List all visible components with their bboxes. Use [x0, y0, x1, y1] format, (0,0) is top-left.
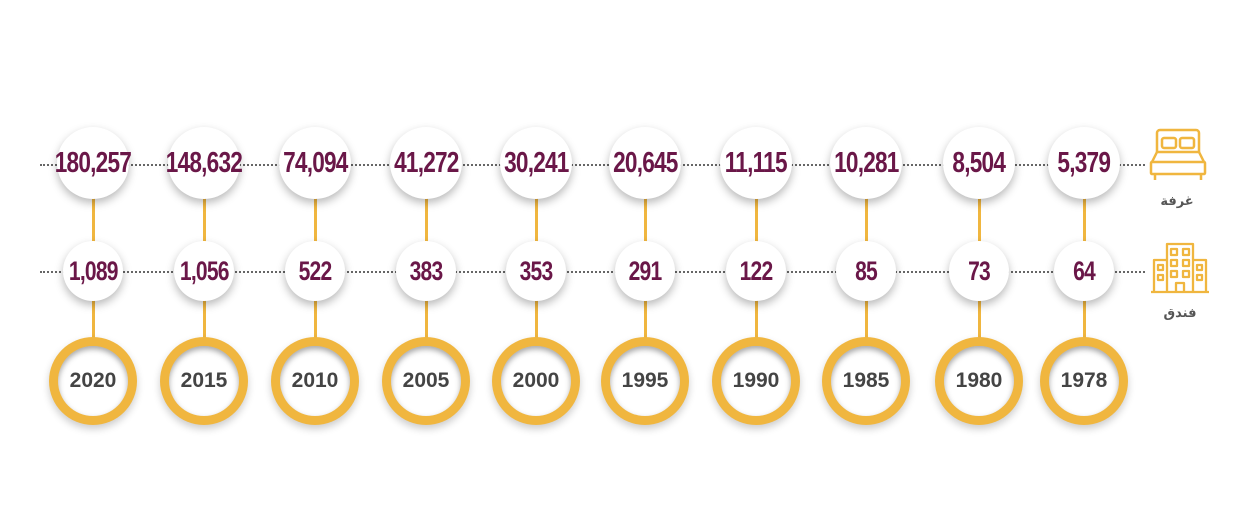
- room-count-bubble: 180,257: [54, 127, 132, 199]
- connector-hotel-year: [91, 297, 95, 347]
- year-ring: 1978: [1040, 337, 1128, 425]
- hotel-row-label: فندق: [1163, 306, 1197, 321]
- bed-icon: [1149, 128, 1207, 180]
- hotel-count-bubble: 353: [506, 241, 566, 301]
- year-label: 1978: [1049, 346, 1119, 416]
- connector-room-hotel: [1082, 193, 1086, 251]
- room-count-value: 41,272: [393, 146, 459, 179]
- hotel-count-bubble: 522: [285, 241, 345, 301]
- hotel-count-bubble: 64: [1054, 241, 1114, 301]
- connector-hotel-year: [534, 297, 538, 347]
- year-label: 2015: [169, 346, 239, 416]
- year-label: 1985: [831, 346, 901, 416]
- room-count-value: 5,379: [1057, 146, 1111, 179]
- hotel-count-value: 85: [855, 255, 878, 286]
- hotel-count-value: 291: [628, 255, 663, 286]
- room-count-bubble: 8,504: [943, 127, 1015, 199]
- year-ring: 2010: [271, 337, 359, 425]
- year-ring: 1995: [601, 337, 689, 425]
- room-count-bubble: 20,645: [609, 127, 681, 199]
- room-count-bubble: 148,632: [165, 127, 243, 199]
- year-ring: 2015: [160, 337, 248, 425]
- room-count-value: 30,241: [503, 146, 569, 179]
- hotel-count-value: 122: [739, 255, 774, 286]
- hotel-count-bubble: 1,056: [174, 241, 234, 301]
- connector-room-hotel: [91, 193, 95, 251]
- room-row-label: غرفة: [1160, 194, 1194, 209]
- room-count-bubble: 41,272: [390, 127, 462, 199]
- connector-room-hotel: [864, 193, 868, 251]
- connector-hotel-year: [424, 297, 428, 347]
- room-count-bubble: 74,094: [279, 127, 351, 199]
- connector-room-hotel: [313, 193, 317, 251]
- hotel-building-icon: [1151, 242, 1209, 294]
- connector-room-hotel: [534, 193, 538, 251]
- connector-hotel-year: [313, 297, 317, 347]
- connector-room-hotel: [424, 193, 428, 251]
- connector-hotel-year: [643, 297, 647, 347]
- hotel-count-value: 1,056: [179, 255, 230, 286]
- year-label: 2020: [58, 346, 128, 416]
- hotel-count-value: 1,089: [68, 255, 119, 286]
- year-ring: 1985: [822, 337, 910, 425]
- room-count-bubble: 5,379: [1048, 127, 1120, 199]
- year-ring: 2020: [49, 337, 137, 425]
- connector-room-hotel: [643, 193, 647, 251]
- hotel-count-value: 353: [519, 255, 554, 286]
- year-ring: 1990: [712, 337, 800, 425]
- room-count-value: 8,504: [952, 146, 1006, 179]
- room-count-value: 10,281: [833, 146, 899, 179]
- connector-hotel-year: [1082, 297, 1086, 347]
- room-count-value: 20,645: [612, 146, 678, 179]
- hotels-dotted-line: [40, 271, 1145, 273]
- year-label: 1980: [944, 346, 1014, 416]
- room-count-value: 180,257: [54, 146, 132, 179]
- year-label: 2010: [280, 346, 350, 416]
- year-label: 1990: [721, 346, 791, 416]
- year-label: 1995: [610, 346, 680, 416]
- room-count-bubble: 30,241: [500, 127, 572, 199]
- connector-hotel-year: [864, 297, 868, 347]
- connector-room-hotel: [977, 193, 981, 251]
- hotel-count-bubble: 73: [949, 241, 1009, 301]
- room-count-value: 74,094: [282, 146, 348, 179]
- year-label: 2000: [501, 346, 571, 416]
- year-label: 2005: [391, 346, 461, 416]
- hotel-count-bubble: 291: [615, 241, 675, 301]
- hotel-count-value: 522: [298, 255, 333, 286]
- connector-hotel-year: [202, 297, 206, 347]
- connector-hotel-year: [977, 297, 981, 347]
- room-count-bubble: 10,281: [830, 127, 902, 199]
- room-count-bubble: 11,115: [720, 127, 792, 199]
- hotel-count-bubble: 1,089: [63, 241, 123, 301]
- hotel-count-bubble: 383: [396, 241, 456, 301]
- hotel-count-bubble: 122: [726, 241, 786, 301]
- connector-hotel-year: [754, 297, 758, 347]
- connector-room-hotel: [202, 193, 206, 251]
- hotel-count-bubble: 85: [836, 241, 896, 301]
- hotel-count-value: 73: [968, 255, 991, 286]
- year-ring: 1980: [935, 337, 1023, 425]
- hotel-count-value: 383: [409, 255, 444, 286]
- connector-room-hotel: [754, 193, 758, 251]
- year-ring: 2000: [492, 337, 580, 425]
- rooms-dotted-line: [40, 164, 1145, 166]
- room-count-value: 11,115: [724, 146, 788, 179]
- hotel-count-value: 64: [1073, 255, 1096, 286]
- year-ring: 2005: [382, 337, 470, 425]
- room-count-value: 148,632: [165, 146, 243, 179]
